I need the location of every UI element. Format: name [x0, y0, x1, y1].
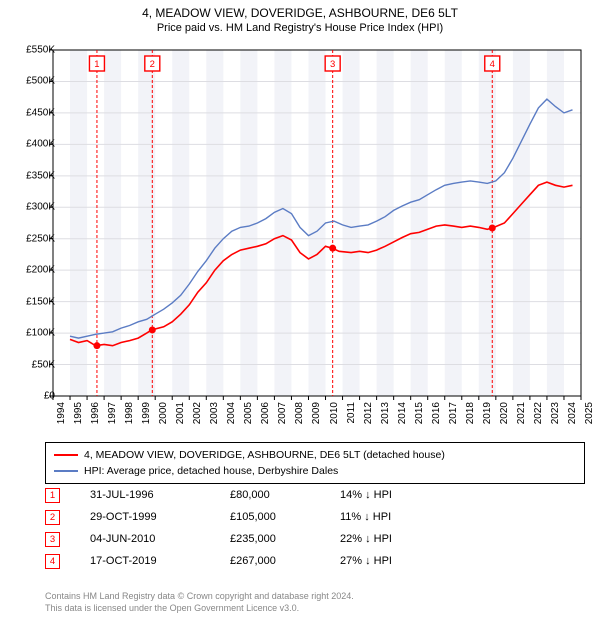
- transaction-price: £105,000: [230, 511, 340, 523]
- legend-label: HPI: Average price, detached house, Derb…: [84, 463, 338, 479]
- transaction-date: 31-JUL-1996: [90, 489, 230, 501]
- svg-text:4: 4: [490, 59, 495, 70]
- transaction-diff: 14% ↓ HPI: [340, 489, 392, 501]
- svg-text:3: 3: [330, 59, 335, 70]
- marker-badge: 4: [45, 554, 60, 569]
- chart-title: 4, MEADOW VIEW, DOVERIDGE, ASHBOURNE, DE…: [0, 6, 600, 20]
- footer: Contains HM Land Registry data © Crown c…: [45, 590, 354, 614]
- legend: 4, MEADOW VIEW, DOVERIDGE, ASHBOURNE, DE…: [45, 442, 585, 484]
- transaction-date: 17-OCT-2019: [90, 555, 230, 567]
- marker-badge: 3: [45, 532, 60, 547]
- legend-swatch: [54, 470, 78, 472]
- marker-badge: 2: [45, 510, 60, 525]
- footer-line: Contains HM Land Registry data © Crown c…: [45, 590, 354, 602]
- transaction-price: £235,000: [230, 533, 340, 545]
- legend-item: HPI: Average price, detached house, Derb…: [54, 463, 576, 479]
- table-row: 2 29-OCT-1999 £105,000 11% ↓ HPI: [45, 506, 585, 528]
- transaction-date: 29-OCT-1999: [90, 511, 230, 523]
- title-block: 4, MEADOW VIEW, DOVERIDGE, ASHBOURNE, DE…: [0, 0, 600, 34]
- transaction-price: £80,000: [230, 489, 340, 501]
- legend-swatch: [54, 454, 78, 456]
- transaction-price: £267,000: [230, 555, 340, 567]
- legend-item: 4, MEADOW VIEW, DOVERIDGE, ASHBOURNE, DE…: [54, 447, 576, 463]
- table-row: 4 17-OCT-2019 £267,000 27% ↓ HPI: [45, 550, 585, 572]
- transaction-diff: 27% ↓ HPI: [340, 555, 392, 567]
- footer-line: This data is licensed under the Open Gov…: [45, 602, 354, 614]
- legend-label: 4, MEADOW VIEW, DOVERIDGE, ASHBOURNE, DE…: [84, 447, 445, 463]
- line-chart-svg: 1 2 3 4: [45, 44, 585, 434]
- chart-area: 1 2 3 4: [45, 44, 585, 434]
- chart-container: 4, MEADOW VIEW, DOVERIDGE, ASHBOURNE, DE…: [0, 0, 600, 620]
- table-row: 1 31-JUL-1996 £80,000 14% ↓ HPI: [45, 484, 585, 506]
- transaction-diff: 22% ↓ HPI: [340, 533, 392, 545]
- chart-subtitle: Price paid vs. HM Land Registry's House …: [0, 22, 600, 34]
- transaction-diff: 11% ↓ HPI: [340, 511, 391, 523]
- svg-text:2: 2: [150, 59, 155, 70]
- svg-text:1: 1: [94, 59, 99, 70]
- x-tick-label: 2025: [584, 402, 595, 424]
- table-row: 3 04-JUN-2010 £235,000 22% ↓ HPI: [45, 528, 585, 550]
- transaction-date: 04-JUN-2010: [90, 533, 230, 545]
- transactions-table: 1 31-JUL-1996 £80,000 14% ↓ HPI 2 29-OCT…: [45, 484, 585, 572]
- marker-badge: 1: [45, 488, 60, 503]
